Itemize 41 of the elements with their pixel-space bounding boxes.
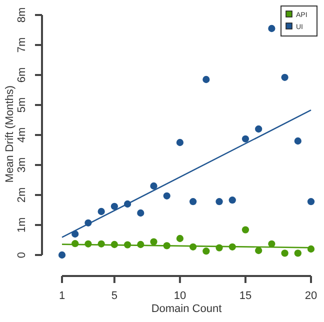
point (268, 24, 276, 32)
point (150, 182, 158, 190)
y-tick-label: 8m (16, 7, 28, 23)
y-tick-label: 2m (16, 187, 28, 203)
x-tick-label: 20 (304, 290, 318, 302)
point (216, 198, 223, 206)
point (202, 248, 210, 255)
point (189, 198, 197, 206)
y-tick-label: 3m (16, 157, 28, 173)
point (307, 198, 315, 206)
point (268, 240, 276, 248)
point (294, 250, 302, 257)
y-axis-title: Mean Drift (Months) (4, 85, 16, 183)
y-tick-label: 7m (16, 37, 28, 53)
point (281, 74, 288, 81)
point (242, 135, 250, 142)
point (163, 192, 170, 200)
y-tick-label: 6m (16, 67, 28, 83)
x-tick-label: 15 (239, 290, 252, 302)
x-axis-title: Domain Count (151, 303, 222, 315)
point (137, 209, 144, 217)
point (242, 226, 250, 234)
point (58, 251, 66, 259)
point (176, 234, 184, 242)
x-tick-label: 1 (58, 290, 66, 302)
point (281, 250, 288, 257)
x-tick-label: 10 (174, 290, 186, 302)
y-tick-label: 0 (16, 252, 28, 258)
point (294, 137, 302, 145)
x-tick-label: 5 (111, 290, 118, 302)
y-tick-label: 4m (16, 127, 28, 143)
point (202, 76, 210, 84)
point (176, 138, 184, 146)
point (255, 125, 262, 133)
point (150, 238, 158, 246)
y-tick-label: 1m (16, 217, 28, 233)
point (98, 208, 105, 216)
point (255, 246, 262, 254)
point (110, 202, 118, 210)
y-tick-label: 5m (16, 97, 28, 113)
point (228, 196, 236, 204)
